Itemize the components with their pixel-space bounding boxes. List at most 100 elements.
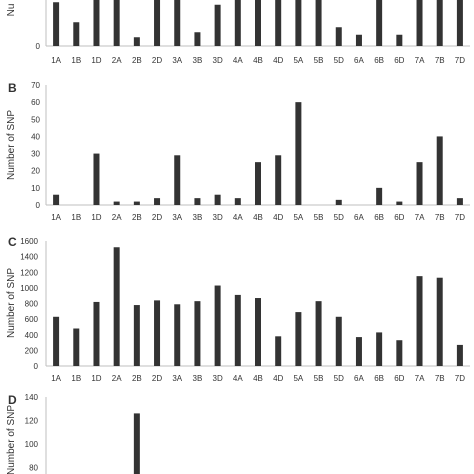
bar-7D	[456, 344, 463, 366]
y-tick-label: 1000	[20, 284, 38, 293]
bar-7A	[416, 276, 423, 366]
x-tick-label: 6A	[354, 56, 364, 65]
bar-6D	[396, 340, 403, 366]
x-tick-label: 2B	[132, 374, 142, 383]
bar-4A	[234, 198, 241, 205]
bar-6A	[355, 337, 362, 366]
bar-6B	[376, 332, 383, 366]
bar-3A	[174, 304, 181, 366]
x-tick-label: 3B	[193, 56, 203, 65]
x-tick-label: 4A	[233, 374, 243, 383]
bar-4D	[275, 0, 282, 46]
x-tick-label: 6D	[394, 374, 404, 383]
bar-2B	[133, 413, 140, 474]
x-tick-label: 5A	[293, 213, 303, 222]
bar-5D	[335, 199, 342, 205]
bar-7B	[436, 277, 443, 366]
x-tick-label: 5A	[293, 374, 303, 383]
x-tick-label: 6B	[374, 213, 384, 222]
x-tick-label: 7B	[435, 56, 445, 65]
x-tick-label: 7A	[415, 213, 425, 222]
y-tick-label: 1400	[20, 253, 38, 262]
y-tick-label: 1600	[20, 237, 38, 246]
x-tick-label: 7A	[415, 56, 425, 65]
bar-4B	[255, 0, 261, 46]
bar-1D	[93, 0, 100, 46]
x-tick-label: 4D	[273, 213, 283, 222]
chart-panel-2: B Number of SNP 0 10 20 30 40 50 60 70 1A 1B 1D 2A 2B 2…	[6, 81, 470, 222]
y-tick-label: 800	[25, 300, 39, 309]
y-tick-label: 0	[36, 42, 41, 51]
y-tick-label: 140	[25, 393, 39, 402]
x-tick-label: 5B	[314, 213, 324, 222]
x-tick-label: 4B	[253, 56, 263, 65]
x-tick-label: 7D	[455, 374, 465, 383]
y-axis-title: Number of SNP	[6, 405, 17, 474]
bar-2B	[133, 201, 140, 205]
x-tick-label: 7B	[435, 213, 445, 222]
bar-2B	[133, 37, 140, 46]
x-tick-label: 2D	[152, 56, 162, 65]
bar-7B	[436, 0, 443, 46]
x-tick-label: 2A	[112, 56, 122, 65]
bar-2A	[113, 0, 120, 46]
x-tick-label: 5D	[334, 213, 344, 222]
y-tick-label: 200	[25, 346, 39, 355]
x-tick-label: 6D	[394, 56, 404, 65]
chart-panel-1: Nu 0 1A 1B 1D 2A 2B 2D 3A 3B 3D 4A 4B 4D 5A 5B 5D 6A 6B 6D 7…	[6, 0, 470, 65]
x-tick-label: 7D	[455, 213, 465, 222]
x-tick-label: 3A	[172, 56, 182, 65]
y-axis-title: Number of SNP	[6, 268, 17, 338]
bar-4A	[234, 294, 241, 366]
x-tick-label: 6A	[354, 374, 364, 383]
x-tick-label: 1D	[91, 213, 101, 222]
y-tick-label: 10	[31, 184, 40, 193]
bar-1A	[53, 194, 60, 205]
x-tick-label: 5A	[293, 56, 303, 65]
y-tick-label: 120	[25, 416, 39, 425]
x-tick-label: 2A	[112, 213, 122, 222]
bar-7A	[416, 162, 423, 205]
bar-3D	[214, 4, 221, 46]
bar-3B	[194, 32, 201, 46]
bar-3D	[214, 194, 221, 205]
bar-2D	[154, 0, 161, 46]
bar-5A	[295, 0, 302, 46]
bar-6A	[355, 34, 362, 46]
x-tick-label: 1D	[91, 374, 101, 383]
y-tick-label: 20	[31, 167, 40, 176]
bar-6B	[376, 187, 383, 205]
bar-4D	[275, 336, 282, 366]
bar-1A	[53, 316, 60, 366]
x-tick-label: 2B	[132, 56, 142, 65]
y-tick-label: 70	[31, 81, 40, 90]
bar-1B	[73, 22, 80, 46]
bar-3D	[214, 285, 221, 366]
x-tick-label: 1D	[91, 56, 101, 65]
bar-4A	[234, 0, 241, 46]
bar-7D	[456, 198, 463, 205]
bar-6D	[396, 34, 403, 46]
y-axis-title: Nu	[6, 4, 17, 17]
y-tick-label: 0	[36, 201, 41, 210]
y-tick-label: 80	[29, 463, 38, 472]
x-tick-label: 1A	[51, 56, 61, 65]
bar-4B	[255, 162, 261, 205]
x-tick-label: 1A	[51, 213, 61, 222]
x-tick-label: 2B	[132, 213, 142, 222]
x-tick-label: 6A	[354, 213, 364, 222]
y-tick-label: 0	[34, 362, 39, 371]
chart-panel-3: C Number of SNP 0 200 400 600 800 1000 1200 1400 1…	[6, 235, 470, 383]
y-tick-label: 40	[31, 132, 40, 141]
x-tick-label: 3A	[172, 213, 182, 222]
bar-2A	[113, 247, 120, 366]
x-tick-label: 5B	[314, 56, 324, 65]
bar-1A	[53, 2, 60, 46]
x-tick-label: 5D	[334, 374, 344, 383]
x-tick-label: 3D	[213, 374, 223, 383]
y-tick-label: 1200	[20, 268, 38, 277]
bar-7B	[436, 136, 443, 205]
x-tick-label: 3B	[193, 374, 203, 383]
y-axis-title: Number of SNP	[6, 110, 17, 180]
